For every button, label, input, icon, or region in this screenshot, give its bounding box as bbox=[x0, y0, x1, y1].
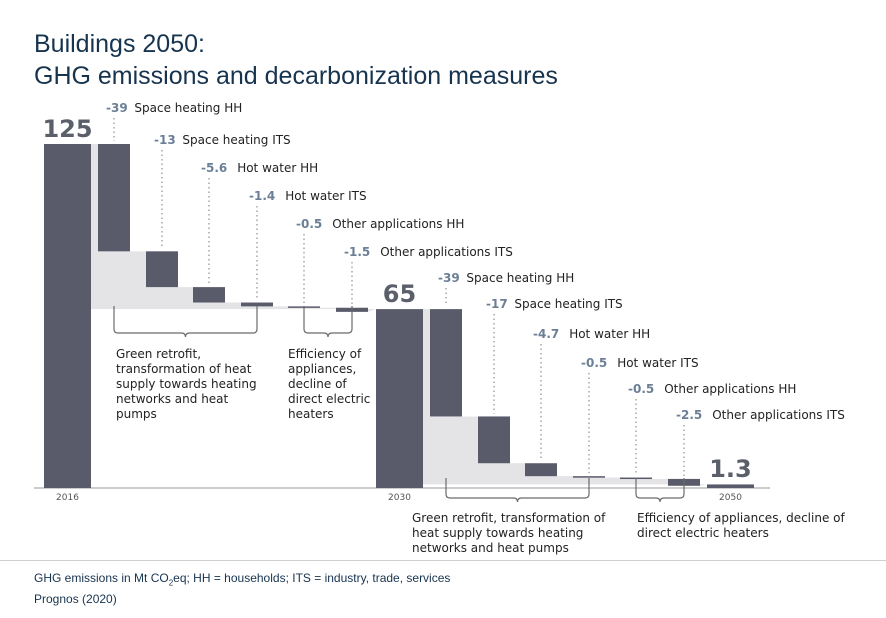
step-value-11: -0.5 bbox=[628, 382, 654, 396]
footer-divider bbox=[0, 560, 886, 561]
step-name-9: Hot water HH bbox=[569, 327, 650, 341]
footnote-part-1: GHG emissions in Mt CO bbox=[34, 571, 169, 585]
step-bar-9 bbox=[525, 463, 557, 477]
tick-label-2016: 2016 bbox=[56, 493, 79, 503]
group-label-1-line-4: networks and heat bbox=[116, 392, 229, 406]
tick-label-2030: 2030 bbox=[388, 493, 411, 503]
step-value-9: -4.7 bbox=[533, 327, 559, 341]
group-bracket-2 bbox=[303, 306, 353, 338]
footnote: GHG emissions in Mt CO2eq; HH = househol… bbox=[34, 571, 450, 587]
group-label-1-line-5: pumps bbox=[116, 407, 157, 421]
title-line-2: GHG emissions and decarbonization measur… bbox=[34, 62, 558, 90]
decline-band-2 bbox=[423, 309, 707, 486]
group-label-4-line-2: direct electric heaters bbox=[637, 526, 769, 540]
total-bar-2016 bbox=[44, 144, 91, 488]
step-name-10: Hot water ITS bbox=[617, 356, 698, 370]
step-bar-3 bbox=[193, 287, 225, 303]
group-label-1-line-2: transformation of heat bbox=[116, 362, 252, 376]
group-label-3-line-2: heat supply towards heating bbox=[412, 526, 583, 540]
step-name-5: Other applications HH bbox=[332, 217, 464, 231]
step-value-7: -39 bbox=[438, 271, 460, 285]
step-bar-8 bbox=[478, 416, 510, 464]
step-value-1: -39 bbox=[106, 101, 128, 115]
group-label-1-line-3: supply towards heating bbox=[116, 377, 257, 391]
step-value-5: -0.5 bbox=[296, 217, 322, 231]
step-bar-4 bbox=[241, 302, 273, 307]
step-name-6: Other applications ITS bbox=[380, 245, 513, 259]
total-label-2016: 125 bbox=[42, 115, 92, 143]
step-value-6: -1.5 bbox=[344, 245, 370, 259]
group-label-2-line-2: appliances, bbox=[288, 362, 356, 376]
footnote-subscript: 2 bbox=[168, 578, 174, 588]
step-name-11: Other applications HH bbox=[664, 382, 796, 396]
source-note: Prognos (2020) bbox=[34, 592, 117, 606]
step-name-12: Other applications ITS bbox=[712, 408, 845, 422]
tick-label-2050: 2050 bbox=[719, 493, 742, 503]
group-label-3-line-1: Green retrofit, transformation of bbox=[412, 511, 606, 525]
step-value-8: -17 bbox=[486, 297, 508, 311]
total-label-2050: 1.3 bbox=[709, 455, 752, 483]
step-bar-7 bbox=[430, 309, 462, 417]
group-label-2-line-4: direct electric bbox=[288, 392, 370, 406]
total-bar-2050 bbox=[707, 484, 754, 488]
chart-title: Buildings 2050: GHG emissions and decarb… bbox=[34, 28, 854, 92]
step-bar-2 bbox=[146, 251, 178, 288]
group-bracket-4 bbox=[635, 478, 685, 503]
step-name-8: Space heating ITS bbox=[514, 297, 622, 311]
step-name-7: Space heating HH bbox=[466, 271, 574, 285]
step-name-4: Hot water ITS bbox=[285, 189, 366, 203]
step-value-10: -0.5 bbox=[581, 356, 607, 370]
group-label-2-line-5: heaters bbox=[288, 407, 334, 421]
title-line-1: Buildings 2050: bbox=[34, 30, 205, 58]
group-label-2-line-3: decline of bbox=[288, 377, 347, 391]
group-label-2-line-1: Efficiency of bbox=[288, 347, 362, 361]
step-value-2: -13 bbox=[154, 133, 176, 147]
footnote-part-2: eq; HH = households; ITS = industry, tra… bbox=[173, 571, 451, 585]
step-name-3: Hot water HH bbox=[237, 161, 318, 175]
step-value-3: -5.6 bbox=[201, 161, 227, 175]
step-bar-1 bbox=[98, 144, 130, 252]
step-value-12: -2.5 bbox=[676, 408, 702, 422]
total-bar-2030 bbox=[376, 309, 423, 488]
step-value-4: -1.4 bbox=[249, 189, 275, 203]
group-bracket-1 bbox=[113, 306, 258, 338]
step-name-1: Space heating HH bbox=[134, 101, 242, 115]
step-bar-10 bbox=[573, 476, 605, 478]
group-label-3-line-3: networks and heat pumps bbox=[412, 541, 569, 555]
total-label-2030: 65 bbox=[383, 280, 416, 308]
group-label-4-line-1: Efficiency of appliances, decline of bbox=[637, 511, 845, 525]
step-name-2: Space heating ITS bbox=[182, 133, 290, 147]
group-label-1-line-1: Green retrofit, bbox=[116, 347, 201, 361]
group-bracket-3 bbox=[445, 478, 590, 503]
